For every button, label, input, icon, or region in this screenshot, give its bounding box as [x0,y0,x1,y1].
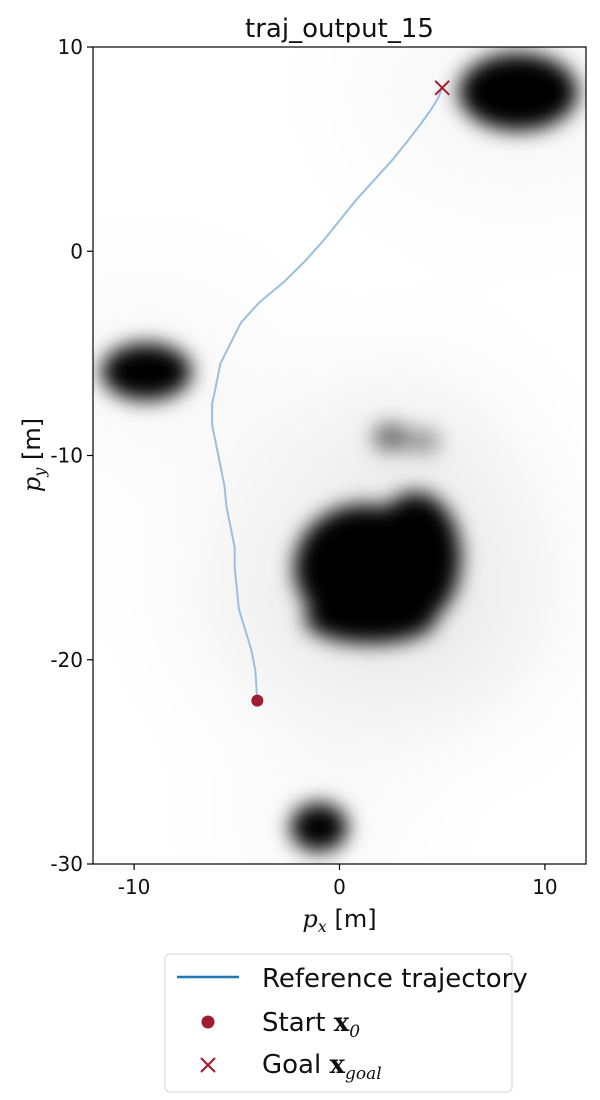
legend-label-goal: Goal xgoal [262,1050,382,1084]
obstacle-5 [372,422,410,452]
plot-background [93,47,586,864]
x-axis-label: px [m] [302,905,376,936]
y-tick-label: -10 [50,444,83,468]
plot-area [92,46,587,865]
obstacle-0 [458,53,578,131]
obstacle-1 [101,343,192,401]
obstacles [101,53,578,852]
reference-trajectory-line [211,87,444,701]
y-tick-label: -30 [50,852,83,876]
y-tick-label: -20 [50,648,83,672]
obstacle-4 [304,594,437,644]
legend: Reference trajectory Start x0 Goal xgoal [164,953,528,1093]
obstacle-7 [290,802,348,852]
y-axis-label: py [m] [18,418,49,492]
obstacle-3 [370,492,461,623]
legend-label-trajectory: Reference trajectory [262,964,528,994]
y-tick-label: 0 [70,239,83,263]
legend-start-swatch [201,1015,215,1029]
obstacle-6 [407,428,441,454]
goal-marker-stroke-b [434,80,450,96]
x-tick-label: 10 [532,875,557,899]
start-marker [251,694,264,707]
legend-label-start: Start x0 [262,1008,360,1042]
x-tick-label: 0 [333,875,346,899]
legend-goal-swatch-stroke-b [200,1057,216,1073]
goal-marker [434,80,450,96]
legend-goal-swatch [200,1057,216,1073]
chart-title: traj_output_15 [245,14,434,44]
legend-box [164,953,513,1093]
x-tick-label: -10 [118,875,151,899]
y-tick-label: 10 [58,35,83,59]
y-axis-ticks: 10 0 -10 -20 -30 [50,35,93,876]
x-axis-ticks: -10 0 10 [118,864,558,899]
